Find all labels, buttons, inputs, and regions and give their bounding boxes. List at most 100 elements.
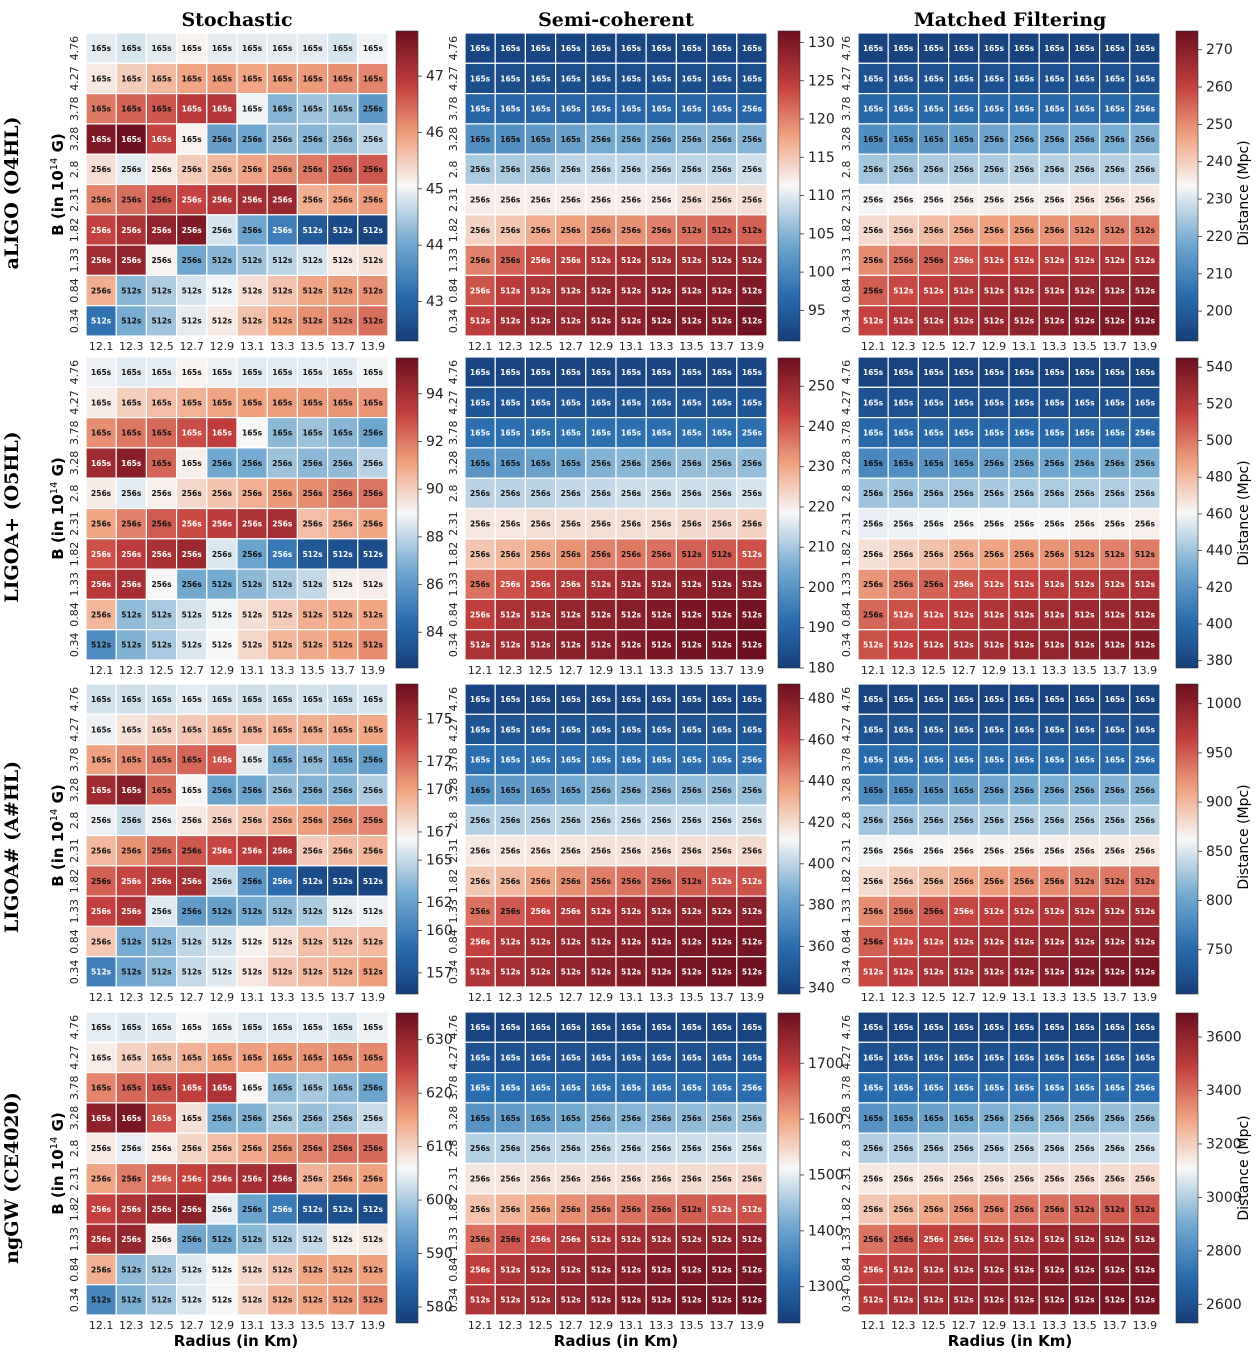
cell-annotation: 165s [1135, 1023, 1156, 1032]
x-tick-label: 12.1 [468, 664, 493, 677]
cell-annotation: 256s [863, 816, 884, 825]
y-tick-label: 3.78 [840, 1076, 853, 1101]
heatmap-cell [296, 386, 329, 419]
heatmap-cell [176, 598, 208, 631]
cell-annotation: 256s [151, 877, 172, 886]
cell-annotation: 256s [530, 816, 551, 825]
heatmap-cell [1068, 32, 1101, 64]
cell-annotation: 256s [1074, 195, 1095, 204]
cell-annotation: 165s [954, 1114, 975, 1123]
heatmap-cell [1038, 305, 1070, 337]
cell-annotation: 165s [470, 459, 491, 468]
heatmap-cell [296, 32, 329, 64]
cell-annotation: 165s [561, 429, 582, 438]
cell-annotation: 256s [1014, 195, 1035, 204]
cell-annotation: 512s [363, 641, 384, 650]
cell-annotation: 165s [182, 368, 203, 377]
x-tick-label: 13.5 [1072, 664, 1097, 677]
cell-annotation: 256s [500, 1144, 521, 1153]
cell-annotation: 165s [561, 105, 582, 114]
cell-annotation: 165s [500, 398, 521, 407]
y-axis-label-prefix: B (in 10 [49, 494, 67, 559]
cell-annotation: 165s [742, 368, 763, 377]
cell-annotation: 512s [1044, 1296, 1065, 1305]
cell-annotation: 256s [591, 226, 612, 235]
cell-annotation: 165s [151, 135, 172, 144]
cell-annotation: 165s [182, 786, 203, 795]
cell-annotation: 512s [954, 968, 975, 977]
heatmap-panel-r2-c1: 165s 165s 165s 165s 165s 165s 165s 165s 165s 165s… [447, 683, 835, 1004]
colorbar [1175, 1012, 1199, 1324]
cell-annotation: 512s [742, 907, 763, 916]
cell-annotation: 512s [591, 907, 612, 916]
heatmap-cell [554, 32, 587, 64]
cell-annotation: 256s [500, 165, 521, 174]
cell-annotation: 256s [1105, 519, 1126, 528]
cell-annotation: 256s [1014, 489, 1035, 498]
cell-annotation: 256s [893, 1235, 914, 1244]
cell-annotation: 165s [1074, 368, 1095, 377]
cell-annotation: 256s [1014, 550, 1035, 559]
colorbar-tick-label: 900 [1206, 795, 1233, 811]
cell-annotation: 256s [91, 937, 112, 946]
cell-annotation: 165s [470, 105, 491, 114]
cell-annotation: 165s [863, 1053, 884, 1062]
heatmap-cell [917, 123, 950, 155]
x-tick-label: 13.7 [709, 340, 734, 353]
cell-annotation: 256s [621, 1144, 642, 1153]
cell-annotation: 165s [363, 398, 384, 407]
cell-annotation: 256s [893, 846, 914, 855]
cell-annotation: 256s [212, 786, 233, 795]
cell-annotation: 256s [984, 135, 1005, 144]
cell-annotation: 512s [272, 1235, 293, 1244]
cell-annotation: 256s [863, 610, 884, 619]
y-tick-label: 2.31 [840, 187, 853, 212]
cell-annotation: 512s [591, 256, 612, 265]
x-tick-label: 12.3 [119, 664, 144, 677]
cell-annotation: 512s [591, 1296, 612, 1305]
x-tick-label: 13.7 [330, 991, 355, 1004]
cell-annotation: 256s [470, 846, 491, 855]
cell-annotation: 165s [212, 1084, 233, 1093]
cell-annotation: 256s [923, 846, 944, 855]
cell-annotation: 512s [742, 580, 763, 589]
colorbar-tick-label: 2600 [1206, 1297, 1242, 1313]
y-tick-label: 2.31 [68, 187, 81, 212]
cell-annotation: 256s [500, 816, 521, 825]
cell-annotation: 512s [363, 1205, 384, 1214]
cell-annotation: 165s [893, 1114, 914, 1123]
heatmap-cell [1068, 92, 1101, 125]
heatmap-cell [115, 305, 147, 337]
cell-annotation: 256s [91, 580, 112, 589]
cell-annotation: 165s [984, 1053, 1005, 1062]
y-tick-label: 4.76 [447, 1015, 460, 1040]
cell-annotation: 256s [121, 550, 142, 559]
cell-annotation: 512s [272, 937, 293, 946]
heatmap-cell [887, 183, 920, 216]
cell-annotation: 256s [302, 1144, 323, 1153]
cell-annotation: 256s [923, 907, 944, 916]
cell-annotation: 165s [984, 44, 1005, 53]
heatmap-panel-r2-c0: 165s 165s 165s 165s 165s 165s 165s 165s 165s 165s… [68, 683, 453, 1004]
cell-annotation: 512s [530, 641, 551, 650]
cell-annotation: 256s [651, 550, 672, 559]
heatmap-cell [1008, 183, 1040, 216]
cell-annotation: 512s [742, 317, 763, 326]
cell-annotation: 256s [302, 135, 323, 144]
cell-annotation: 165s [954, 459, 975, 468]
cell-annotation: 256s [591, 877, 612, 886]
cell-annotation: 256s [1014, 226, 1035, 235]
cell-annotation: 512s [1105, 1296, 1126, 1305]
y-tick-label: 0.34 [840, 1288, 853, 1313]
cell-annotation: 256s [530, 1144, 551, 1153]
colorbar-tick-label: 520 [1206, 396, 1233, 412]
cell-annotation: 512s [1074, 1265, 1095, 1274]
cell-annotation: 256s [923, 489, 944, 498]
cell-annotation: 165s [242, 1023, 263, 1032]
cell-annotation: 165s [121, 1084, 142, 1093]
cell-annotation: 256s [470, 1144, 491, 1153]
cell-annotation: 256s [651, 135, 672, 144]
cell-annotation: 165s [923, 44, 944, 53]
cell-annotation: 165s [923, 429, 944, 438]
cell-annotation: 512s [1135, 226, 1156, 235]
